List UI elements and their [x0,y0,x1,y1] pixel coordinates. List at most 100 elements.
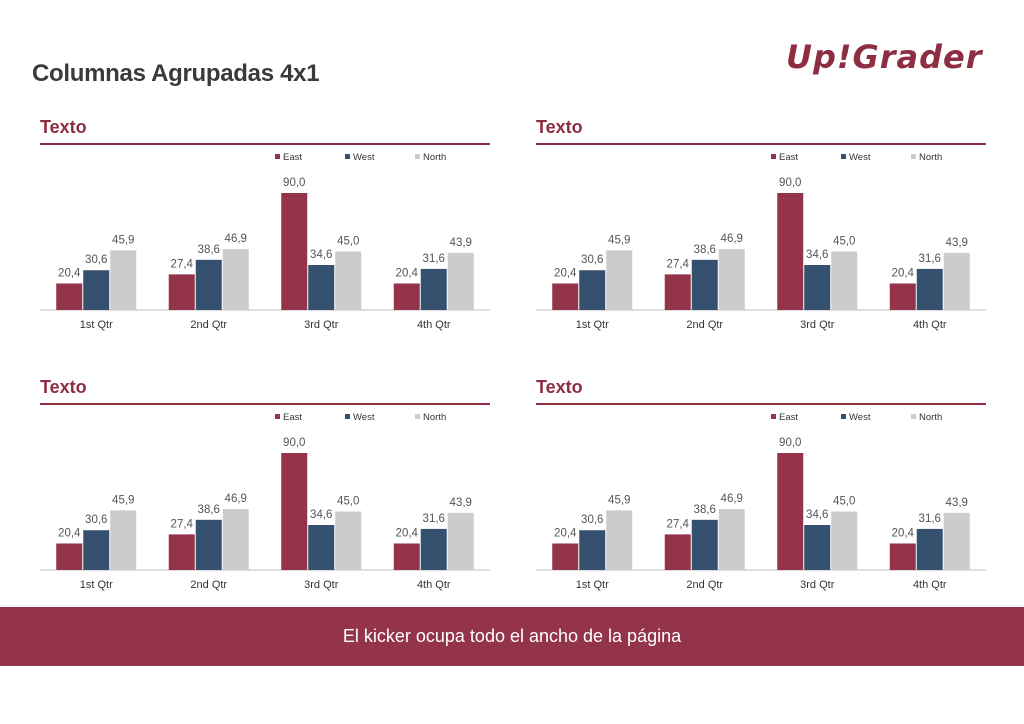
bar-chart: East West North 20,4 30,6 45,9 1st Qtr 27,4 38,6… [40,412,490,591]
bar-north [222,509,249,570]
x-tick-label: 2nd Qtr [190,579,227,591]
data-label: 90,0 [283,177,305,189]
legend-swatch [415,414,420,419]
x-tick-label: 2nd Qtr [190,319,227,331]
data-label: 45,0 [833,496,855,508]
bar-west [83,270,110,310]
x-tick-label: 4th Qtr [417,579,451,591]
bar-west [579,530,606,570]
data-label: 20,4 [58,267,81,279]
data-label: 46,9 [721,233,743,245]
legend-swatch [771,154,776,159]
data-label: 20,4 [58,527,81,539]
bar-west [420,528,447,570]
legend-swatch [345,154,350,159]
legend-label: East [779,412,798,423]
bar-north [943,512,970,570]
legend-swatch [771,414,776,419]
bar-west [691,259,718,310]
bar-west [691,519,718,570]
legend-label: West [849,152,871,163]
data-label: 27,4 [667,258,690,270]
data-label: 20,4 [554,527,577,539]
legend-label: North [423,412,446,423]
x-tick-label: 3rd Qtr [800,319,835,331]
legend-label: West [353,152,375,163]
panel-divider [536,143,986,145]
data-label: 31,6 [919,513,941,525]
data-label: 27,4 [667,518,690,530]
logo: Up!Grader [786,38,983,76]
bar-east [393,543,420,570]
data-label: 34,6 [806,509,828,521]
kicker-banner: El kicker ocupa todo el ancho de la pági… [0,607,1024,666]
panel-divider [40,143,490,145]
bar-east [664,534,691,570]
legend-label: West [353,412,375,423]
bar-west [195,519,222,570]
bar-west [916,528,943,570]
bar-east [552,283,579,310]
data-label: 38,6 [198,244,220,256]
bar-north [831,511,858,570]
data-label: 30,6 [581,514,603,526]
legend-label: North [919,152,942,163]
legend-label: North [919,412,942,423]
data-label: 30,6 [85,514,107,526]
legend-swatch [841,414,846,419]
bar-east [281,193,308,310]
data-label: 31,6 [919,253,941,265]
bar-north [718,249,745,310]
bar-east [889,543,916,570]
data-label: 45,0 [337,236,359,248]
legend-swatch [911,414,916,419]
legend-label: North [423,152,446,163]
data-label: 90,0 [779,177,801,189]
legend-label: East [283,152,302,163]
bar-north [222,249,249,310]
data-label: 27,4 [171,518,194,530]
data-label: 20,4 [892,527,915,539]
legend-label: East [779,152,798,163]
data-label: 31,6 [423,513,445,525]
x-tick-label: 1st Qtr [80,319,113,331]
data-label: 38,6 [198,504,220,516]
bar-east [168,534,195,570]
bar-chart: East West North 20,4 30,6 45,9 1st Qtr 27,4 38,6… [536,152,986,331]
bar-west [804,525,831,570]
bar-north [335,251,362,310]
panel-title: Texto [536,377,583,397]
x-tick-label: 3rd Qtr [304,319,339,331]
bar-north [110,250,137,310]
bar-west [195,259,222,310]
bar-west [804,265,831,310]
data-label: 20,4 [396,527,419,539]
data-label: 43,9 [450,237,472,249]
bar-north [606,510,633,570]
bar-north [606,250,633,310]
bar-east [168,274,195,310]
x-tick-label: 1st Qtr [576,319,609,331]
data-label: 46,9 [721,493,743,505]
x-tick-label: 3rd Qtr [304,579,339,591]
bar-east [889,283,916,310]
data-label: 45,9 [112,234,134,246]
data-label: 30,6 [85,254,107,266]
data-label: 46,9 [225,493,247,505]
data-label: 30,6 [581,254,603,266]
data-label: 34,6 [310,249,332,261]
x-tick-label: 2nd Qtr [686,319,723,331]
x-tick-label: 4th Qtr [913,319,947,331]
bar-north [831,251,858,310]
bar-chart: East West North 20,4 30,6 45,9 1st Qtr 27,4 38,6… [40,152,490,331]
data-label: 45,0 [833,236,855,248]
legend-swatch [275,414,280,419]
panel-title: Texto [536,117,583,137]
bar-east [777,453,804,570]
data-label: 45,9 [608,234,630,246]
bar-chart: East West North 20,4 30,6 45,9 1st Qtr 27,4 38,6… [536,412,986,591]
data-label: 43,9 [946,237,968,249]
bar-north [110,510,137,570]
data-label: 38,6 [694,244,716,256]
legend-swatch [911,154,916,159]
